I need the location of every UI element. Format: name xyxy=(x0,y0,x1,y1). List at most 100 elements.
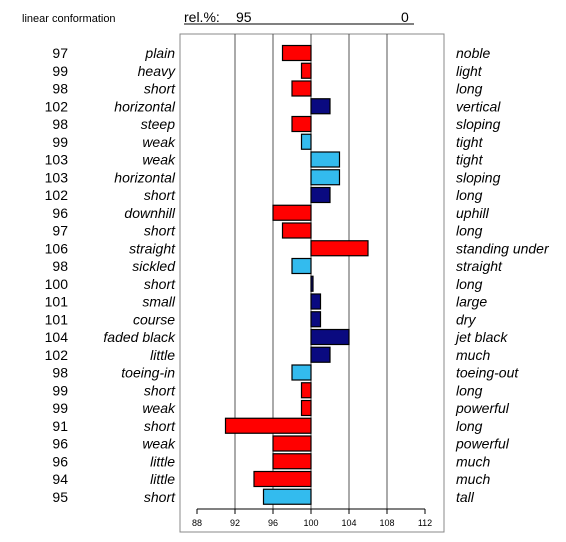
bar xyxy=(300,399,312,417)
row-left-trait: plain xyxy=(144,45,175,61)
bar xyxy=(300,62,312,79)
row-value: 94 xyxy=(52,471,68,487)
row-left-trait: weak xyxy=(142,134,176,150)
row-right-trait: uphill xyxy=(456,205,490,221)
bar xyxy=(291,115,312,133)
row-left-trait: horizontal xyxy=(114,169,176,185)
bar xyxy=(310,240,369,257)
row-right-trait: sloping xyxy=(456,116,501,132)
row-value: 102 xyxy=(45,347,69,363)
row-value: 103 xyxy=(45,169,69,185)
row-right-trait: long xyxy=(456,187,483,203)
row-right-trait: long xyxy=(456,223,483,239)
row-left-trait: course xyxy=(133,311,175,327)
row-left-trait: short xyxy=(144,276,176,292)
row-left-trait: short xyxy=(144,382,176,398)
row-right-trait: tall xyxy=(456,489,475,505)
row-left-trait: faded black xyxy=(103,329,176,345)
row-value: 99 xyxy=(52,382,68,398)
row-value: 103 xyxy=(45,152,69,168)
row-right-trait: standing under xyxy=(456,240,550,256)
row-value: 99 xyxy=(52,63,68,79)
bar xyxy=(310,328,350,346)
row-value: 97 xyxy=(52,223,68,239)
row-left-trait: little xyxy=(150,453,175,469)
row-value: 98 xyxy=(52,365,68,381)
bar xyxy=(310,169,341,186)
row-right-trait: dry xyxy=(456,311,476,327)
bar xyxy=(291,257,312,275)
row-right-trait: much xyxy=(456,471,490,487)
x-tick-label: 112 xyxy=(418,518,432,528)
row-right-trait: long xyxy=(456,418,483,434)
x-tick-label: 92 xyxy=(230,518,240,528)
row-value: 102 xyxy=(45,187,69,203)
bar xyxy=(272,453,312,470)
row-left-trait: short xyxy=(144,223,176,239)
bar xyxy=(310,311,322,328)
row-right-trait: straight xyxy=(456,258,503,274)
row-right-trait: large xyxy=(456,294,487,310)
bar xyxy=(253,470,312,488)
row-right-trait: noble xyxy=(456,45,490,61)
row-left-trait: downhill xyxy=(124,205,175,221)
row-left-trait: weak xyxy=(142,436,176,452)
bar xyxy=(262,488,312,505)
bar xyxy=(310,293,322,310)
bar xyxy=(272,435,312,452)
bar xyxy=(310,98,331,115)
row-labels: 97 plain noble 99 heavy light 98 short long 102 ho… xyxy=(45,45,550,505)
row-right-trait: powerful xyxy=(455,400,510,416)
bar xyxy=(310,275,314,292)
row-left-trait: straight xyxy=(129,240,176,256)
row-left-trait: small xyxy=(142,294,176,310)
x-axis-ticks: 88 92 96 100 104 108 112 xyxy=(192,508,432,528)
row-value: 99 xyxy=(52,134,68,150)
header-right-value: 0 xyxy=(401,9,409,25)
row-right-trait: sloping xyxy=(456,169,501,185)
row-right-trait: powerful xyxy=(455,436,510,452)
row-value: 96 xyxy=(52,453,68,469)
x-tick-label: 88 xyxy=(192,518,202,528)
row-value: 97 xyxy=(52,45,68,61)
x-tick-label: 100 xyxy=(303,518,318,528)
row-value: 96 xyxy=(52,436,68,452)
row-left-trait: short xyxy=(144,489,176,505)
row-value: 104 xyxy=(45,329,69,345)
row-value: 98 xyxy=(52,258,68,274)
row-left-trait: horizontal xyxy=(114,98,176,114)
bar xyxy=(300,382,312,399)
chart-title: linear conformation xyxy=(22,13,116,25)
row-right-trait: long xyxy=(456,276,483,292)
row-right-trait: much xyxy=(456,453,490,469)
row-value: 100 xyxy=(45,276,69,292)
plot-frame xyxy=(179,33,445,533)
bar xyxy=(281,44,312,62)
bar xyxy=(310,346,331,363)
row-value: 98 xyxy=(52,116,68,132)
row-value: 91 xyxy=(52,418,68,434)
row-value: 101 xyxy=(45,294,69,310)
row-value: 102 xyxy=(45,98,69,114)
bar xyxy=(310,186,331,204)
row-value: 98 xyxy=(52,81,68,97)
header-label: rel.%: xyxy=(184,9,220,25)
row-left-trait: short xyxy=(144,81,176,97)
header-left-value: 95 xyxy=(236,9,252,25)
row-right-trait: light xyxy=(456,63,483,79)
row-value: 101 xyxy=(45,311,69,327)
bar xyxy=(224,417,312,434)
bar xyxy=(291,80,312,97)
row-right-trait: tight xyxy=(456,152,484,168)
row-left-trait: toeing-in xyxy=(121,365,175,381)
row-right-trait: vertical xyxy=(456,98,501,114)
row-left-trait: little xyxy=(150,347,175,363)
row-left-trait: short xyxy=(144,418,176,434)
row-right-trait: long xyxy=(456,81,483,97)
x-tick-label: 104 xyxy=(341,518,356,528)
row-left-trait: sickled xyxy=(132,258,176,274)
row-right-trait: much xyxy=(456,347,490,363)
row-right-trait: toeing-out xyxy=(456,365,519,381)
row-left-trait: short xyxy=(144,187,176,203)
